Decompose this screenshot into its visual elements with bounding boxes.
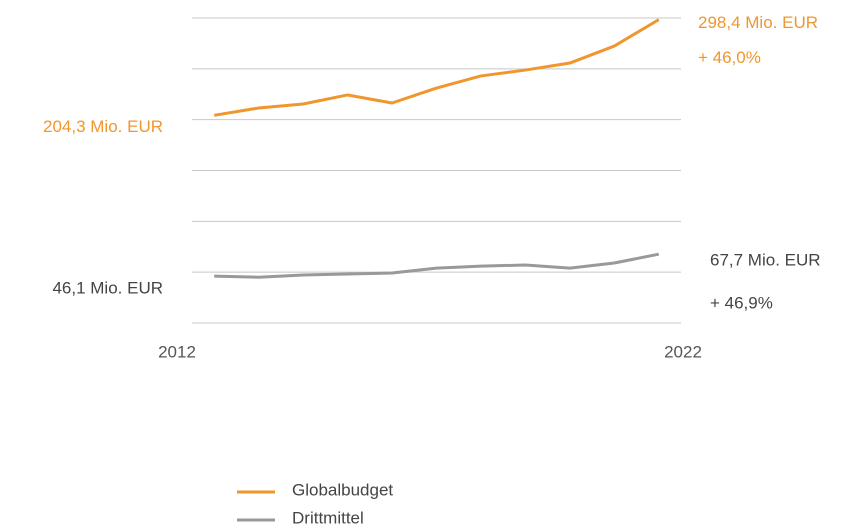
change-label: + 46,9%	[710, 294, 773, 313]
value-label: 67,7 Mio. EUR	[710, 251, 821, 270]
line	[213, 18, 660, 117]
value-label: 298,4 Mio. EUR	[698, 13, 818, 32]
change-label: + 46,0%	[698, 48, 761, 67]
x-tick-label: 2022	[664, 342, 702, 361]
x-tick-label: 2012	[158, 342, 196, 361]
legend-label: Globalbudget	[292, 480, 393, 499]
value-label: 204,3 Mio. EUR	[43, 117, 163, 136]
legend-label: Drittmittel	[292, 508, 364, 527]
value-label: 46,1 Mio. EUR	[52, 279, 163, 298]
line	[214, 252, 660, 279]
